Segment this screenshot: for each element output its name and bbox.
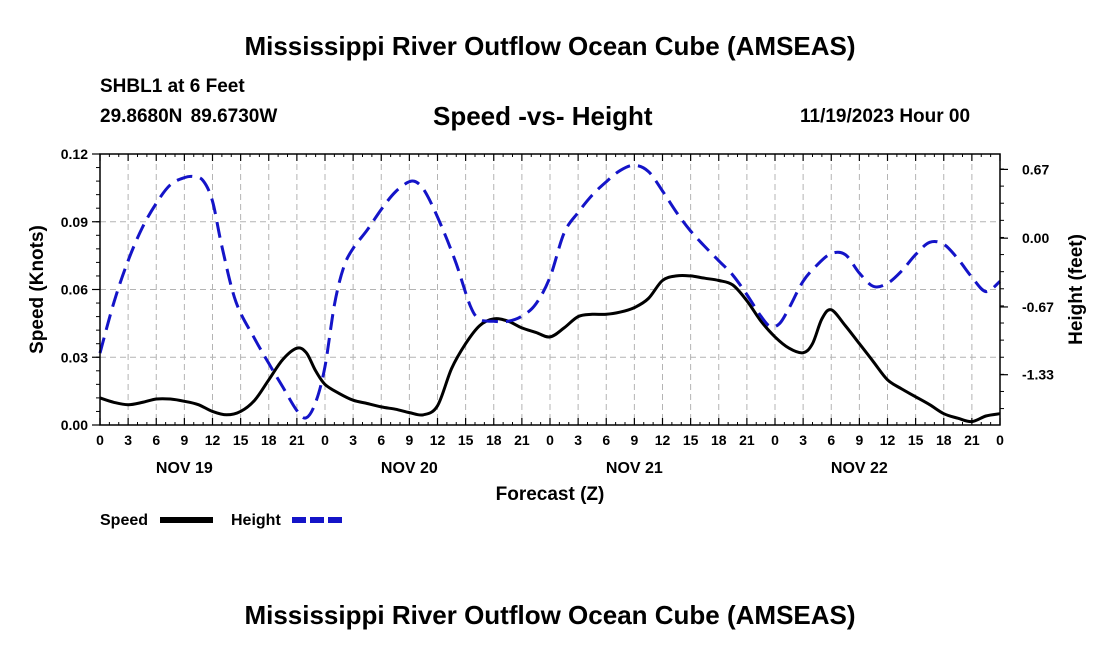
legend: Speed Height bbox=[100, 512, 343, 529]
x-tick-label: 0 bbox=[546, 432, 554, 448]
footer-title: Mississippi River Outflow Ocean Cube (AM… bbox=[244, 600, 856, 630]
x-tick-label: 18 bbox=[261, 432, 277, 448]
x-tick-label: 0 bbox=[996, 432, 1004, 448]
x-tick-label: 12 bbox=[655, 432, 671, 448]
y-tick-label: 0.00 bbox=[61, 417, 88, 433]
x-tick-label: 15 bbox=[458, 432, 474, 448]
y-tick-label: 0.12 bbox=[61, 146, 88, 162]
x-tick-label: 12 bbox=[205, 432, 221, 448]
x-axis-title: Forecast (Z) bbox=[496, 484, 605, 505]
day-label: NOV 19 bbox=[156, 460, 213, 477]
x-tick-label: 18 bbox=[486, 432, 502, 448]
x-tick-label: 9 bbox=[855, 432, 863, 448]
x-tick-label: 3 bbox=[124, 432, 132, 448]
x-tick-label: 0 bbox=[96, 432, 104, 448]
x-tick-label: 3 bbox=[799, 432, 807, 448]
x-tick-label: 9 bbox=[405, 432, 413, 448]
day-label: NOV 22 bbox=[831, 460, 888, 477]
y-tick-label: 0.09 bbox=[61, 214, 88, 230]
axes: 0 3 6 9 12 15 18 21 0 3 6 9 12 15 18 21 0 3 6 9 12 15 18 21 0 3 6 9… bbox=[61, 146, 1054, 477]
axis-labels: Forecast (Z) Speed (Knots) Height (feet) bbox=[27, 225, 1087, 505]
station-label: SHBL1 at 6 Feet bbox=[100, 76, 245, 97]
main-title: Mississippi River Outflow Ocean Cube (AM… bbox=[244, 31, 856, 61]
day-label: NOV 20 bbox=[381, 460, 438, 477]
x-tick-label: 6 bbox=[152, 432, 160, 448]
x-tick-label: 15 bbox=[908, 432, 924, 448]
y-axis-title: Speed (Knots) bbox=[27, 225, 48, 354]
legend-height-label: Height bbox=[231, 512, 281, 529]
y2-tick-label: -1.33 bbox=[1022, 367, 1054, 383]
y-tick-label: 0.03 bbox=[61, 349, 88, 365]
grid bbox=[100, 154, 1000, 425]
x-tick-label: 12 bbox=[430, 432, 446, 448]
x-tick-label: 0 bbox=[321, 432, 329, 448]
y2-tick-label: -0.67 bbox=[1022, 299, 1054, 315]
y2-axis-title: Height (feet) bbox=[1066, 234, 1087, 345]
x-tick-label: 6 bbox=[377, 432, 385, 448]
x-tick-label: 0 bbox=[771, 432, 779, 448]
x-tick-label: 9 bbox=[180, 432, 188, 448]
x-tick-label: 6 bbox=[827, 432, 835, 448]
chart-subtitle: Speed -vs- Height bbox=[433, 101, 653, 131]
series-layer bbox=[98, 163, 1001, 424]
y2-tick-label: 0.67 bbox=[1022, 161, 1049, 177]
x-tick-label: 12 bbox=[880, 432, 896, 448]
y-tick-label: 0.06 bbox=[61, 282, 88, 298]
forecast-datetime: 11/19/2023 Hour 00 bbox=[800, 106, 971, 127]
coordinates-label: 29.8680N 89.6730W bbox=[100, 106, 278, 127]
x-tick-label: 18 bbox=[711, 432, 727, 448]
x-tick-label: 15 bbox=[233, 432, 249, 448]
x-tick-label: 21 bbox=[964, 432, 980, 448]
x-tick-label: 15 bbox=[683, 432, 699, 448]
day-label: NOV 21 bbox=[606, 460, 663, 477]
legend-speed-label: Speed bbox=[100, 512, 148, 529]
x-tick-label: 21 bbox=[514, 432, 530, 448]
speed-series-line bbox=[99, 274, 1001, 424]
y2-tick-label: 0.00 bbox=[1022, 230, 1049, 246]
x-tick-label: 9 bbox=[630, 432, 638, 448]
x-tick-label: 6 bbox=[602, 432, 610, 448]
x-tick-label: 21 bbox=[289, 432, 305, 448]
x-tick-label: 3 bbox=[574, 432, 582, 448]
x-tick-label: 3 bbox=[349, 432, 357, 448]
x-tick-label: 21 bbox=[739, 432, 755, 448]
height-series-line bbox=[98, 163, 1001, 420]
x-tick-label: 18 bbox=[936, 432, 952, 448]
